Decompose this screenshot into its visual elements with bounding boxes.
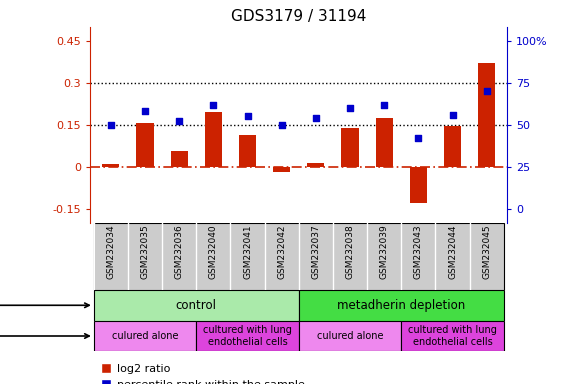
- Text: GSM232035: GSM232035: [141, 225, 149, 280]
- Bar: [103, 164, 120, 167]
- Bar: [205, 112, 222, 167]
- Bar: [299, 321, 401, 351]
- Text: GSM232042: GSM232042: [277, 225, 286, 279]
- Bar: [444, 126, 461, 167]
- Text: GSM232043: GSM232043: [414, 225, 423, 280]
- Text: GSM232040: GSM232040: [209, 225, 218, 280]
- Bar: [171, 151, 188, 167]
- Bar: [307, 162, 324, 167]
- Text: culured alone: culured alone: [317, 331, 383, 341]
- Text: GSM232034: GSM232034: [106, 225, 115, 280]
- Point: [243, 113, 252, 119]
- Bar: [342, 127, 359, 167]
- Point: [448, 112, 457, 118]
- Text: growth protocol: growth protocol: [0, 331, 89, 341]
- Point: [311, 115, 321, 121]
- Text: control: control: [176, 299, 217, 312]
- Text: culured alone: culured alone: [112, 331, 178, 341]
- Text: GSM232045: GSM232045: [482, 225, 491, 280]
- Point: [141, 108, 150, 114]
- Bar: [94, 321, 196, 351]
- Text: protocol: protocol: [0, 300, 89, 310]
- Bar: [375, 118, 393, 167]
- Bar: [136, 123, 153, 167]
- Bar: [239, 135, 256, 167]
- Bar: [478, 63, 495, 167]
- Text: GSM232037: GSM232037: [311, 225, 321, 280]
- Point: [209, 102, 218, 108]
- Text: GSM232044: GSM232044: [448, 225, 457, 279]
- Point: [277, 122, 286, 128]
- Text: cultured with lung
endothelial cells: cultured with lung endothelial cells: [203, 325, 292, 347]
- Point: [345, 105, 354, 111]
- Bar: [94, 290, 299, 321]
- Point: [380, 102, 389, 108]
- Bar: [273, 167, 290, 172]
- Bar: [299, 290, 504, 321]
- Title: GDS3179 / 31194: GDS3179 / 31194: [231, 9, 367, 24]
- Text: cultured with lung
endothelial cells: cultured with lung endothelial cells: [408, 325, 497, 347]
- Bar: [410, 167, 427, 203]
- Bar: [196, 321, 299, 351]
- Point: [482, 88, 491, 94]
- Point: [106, 122, 115, 128]
- Legend: log2 ratio, percentile rank within the sample: log2 ratio, percentile rank within the s…: [96, 359, 310, 384]
- Point: [414, 135, 423, 141]
- Text: GSM232039: GSM232039: [380, 225, 389, 280]
- Bar: [401, 321, 504, 351]
- Text: GSM232041: GSM232041: [243, 225, 252, 280]
- Text: metadherin depletion: metadherin depletion: [337, 299, 465, 312]
- Text: GSM232036: GSM232036: [175, 225, 184, 280]
- Text: GSM232038: GSM232038: [346, 225, 354, 280]
- Point: [174, 118, 184, 124]
